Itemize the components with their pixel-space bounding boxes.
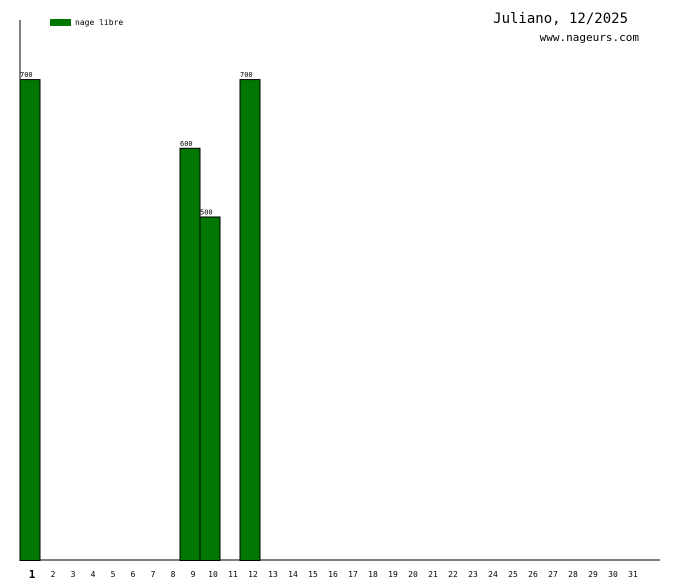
- x-tick-label: 31: [628, 570, 638, 579]
- x-tick-label: 2: [51, 570, 56, 579]
- x-tick-label: 27: [548, 570, 558, 579]
- x-tick-label: 3: [71, 570, 76, 579]
- x-tick-label: 17: [348, 570, 358, 579]
- x-tick-label: 15: [308, 570, 318, 579]
- bar: [239, 79, 261, 561]
- x-tick-label: 18: [368, 570, 378, 579]
- x-tick-label: 10: [208, 570, 218, 579]
- x-tick-label: 13: [268, 570, 278, 579]
- chart-subtitle: www.nageurs.com: [540, 31, 640, 44]
- x-tick-label: 1: [29, 568, 36, 580]
- x-tick-label: 16: [328, 570, 338, 579]
- x-tick-label: 23: [468, 570, 478, 579]
- x-tick-label: 25: [508, 570, 518, 579]
- bar: [179, 147, 201, 561]
- x-tick-label: 11: [228, 570, 238, 579]
- x-tick-label: 7: [151, 570, 156, 579]
- x-tick-label: 12: [248, 570, 258, 579]
- x-tick-label: 26: [528, 570, 538, 579]
- value-label: 600: [180, 140, 193, 148]
- x-tick-label: 5: [111, 570, 116, 579]
- value-label: 500: [200, 208, 213, 216]
- x-tick-label: 4: [91, 570, 96, 579]
- legend-label: nage libre: [75, 18, 123, 27]
- x-tick-label: 28: [568, 570, 578, 579]
- x-tick-label: 20: [408, 570, 418, 579]
- x-tick-label: 14: [288, 570, 298, 579]
- x-tick-label: 22: [448, 570, 458, 579]
- x-tick-label: 29: [588, 570, 598, 579]
- x-tick-label: 9: [191, 570, 196, 579]
- legend-swatch: [50, 19, 71, 26]
- x-tick-label: 8: [171, 570, 176, 579]
- x-tick-label: 24: [488, 570, 498, 579]
- x-tick-label: 21: [428, 570, 438, 579]
- bar: [19, 79, 41, 561]
- x-tick-label: 19: [388, 570, 398, 579]
- value-label: 700: [240, 71, 253, 79]
- x-tick-label: 6: [131, 570, 136, 579]
- chart-title: Juliano, 12/2025: [493, 11, 628, 27]
- value-label: 700: [20, 71, 33, 79]
- x-tick-label: 30: [608, 570, 618, 579]
- bar: [199, 216, 221, 561]
